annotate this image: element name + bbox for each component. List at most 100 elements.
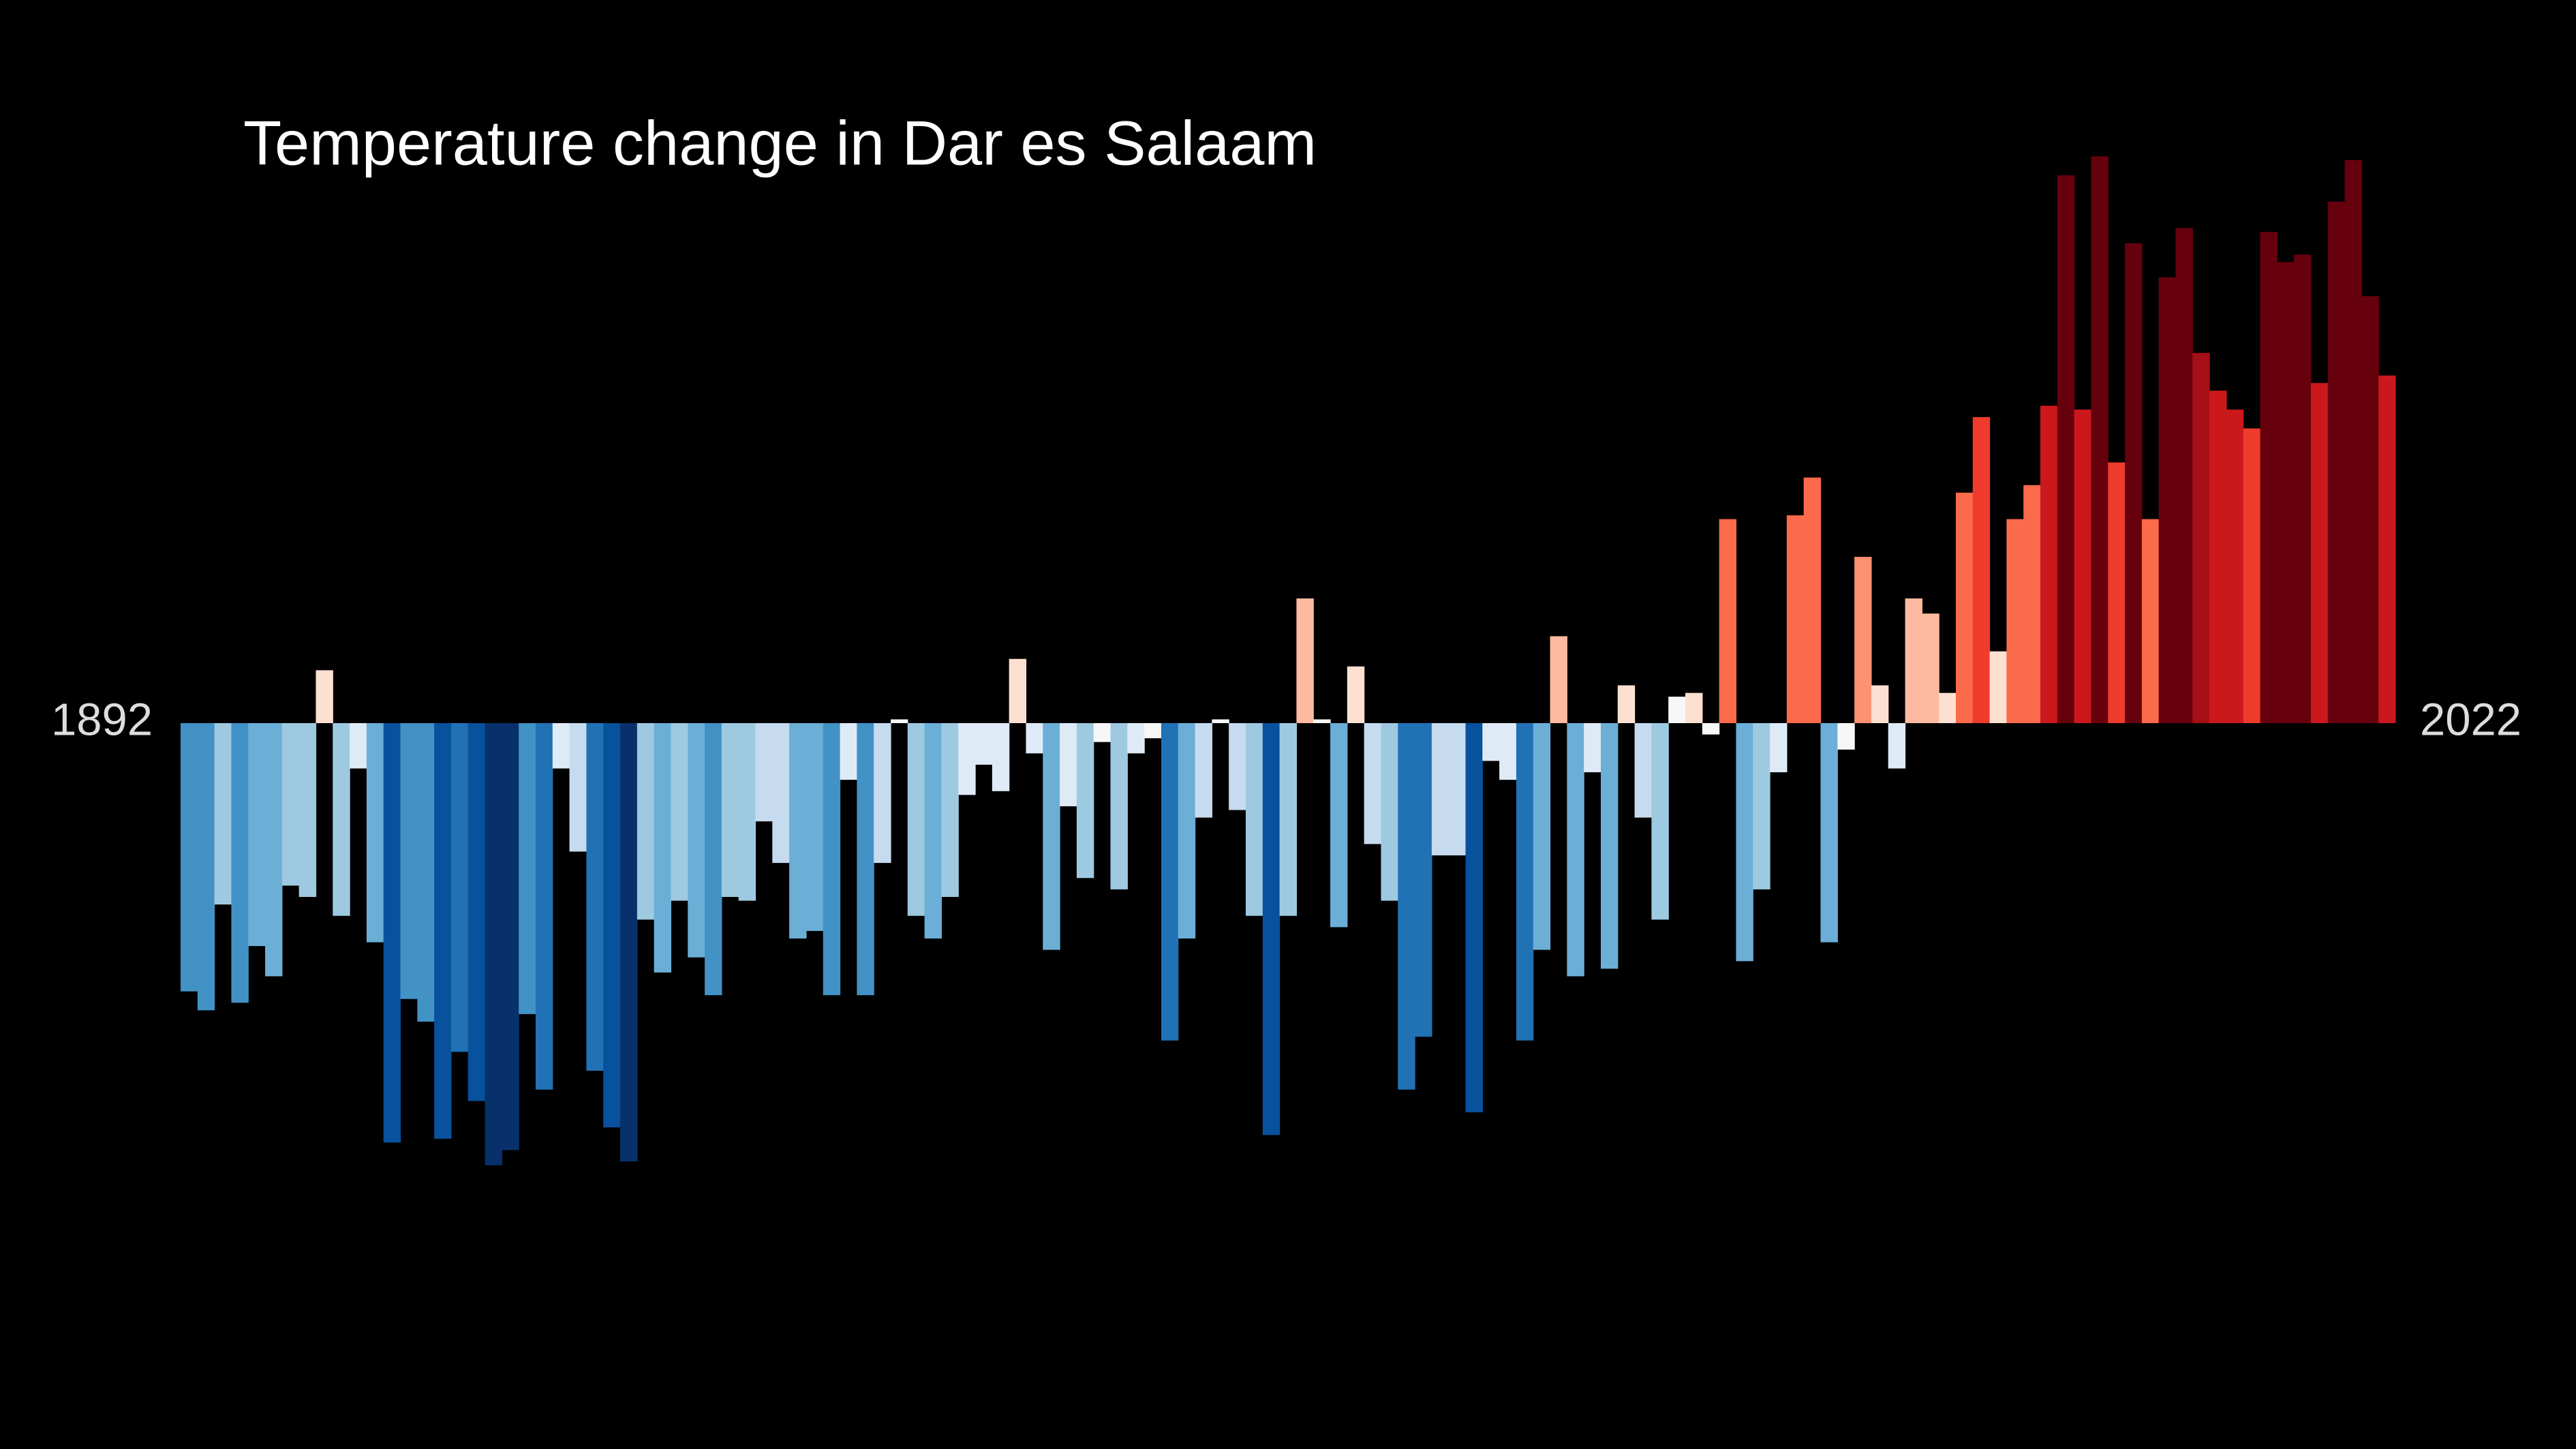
bar — [366, 723, 384, 943]
bar — [197, 723, 215, 1011]
bar — [1989, 651, 2007, 723]
bar — [1076, 723, 1094, 879]
bar — [2074, 409, 2092, 723]
bar — [671, 723, 688, 901]
bar — [1296, 598, 1314, 723]
bar — [738, 723, 756, 901]
bar — [1381, 723, 1398, 901]
bar — [1634, 723, 1652, 818]
bar — [1127, 723, 1145, 754]
bar — [1955, 492, 1974, 723]
bar — [1939, 692, 1957, 723]
bar — [1685, 692, 1703, 723]
bar — [2243, 428, 2261, 723]
bar — [1043, 723, 1060, 950]
bar — [1668, 697, 1686, 723]
bar — [1651, 723, 1669, 920]
bar — [519, 723, 536, 1014]
bar — [214, 723, 232, 905]
bar — [2141, 519, 2160, 723]
bar — [1871, 685, 1889, 723]
bar — [502, 723, 519, 1150]
bar — [1262, 723, 1281, 1135]
bar — [1584, 723, 1601, 773]
bar — [248, 723, 266, 947]
bar — [265, 723, 283, 977]
bar — [840, 723, 857, 780]
x-tick-label: 2022 — [2420, 695, 2521, 746]
bar — [2125, 243, 2143, 724]
bar — [1161, 723, 1179, 1041]
x-tick-label: 1892 — [51, 695, 153, 746]
bar — [569, 723, 587, 852]
bar — [1212, 719, 1229, 723]
bar — [721, 723, 739, 898]
bar — [400, 723, 418, 999]
bar — [1770, 723, 1788, 773]
bar — [1803, 477, 1822, 723]
bar — [1550, 636, 1567, 723]
bar — [1482, 723, 1500, 761]
bar — [941, 723, 959, 898]
bar — [2226, 409, 2244, 723]
bar — [1905, 598, 1922, 723]
bar — [281, 723, 300, 886]
bar — [958, 723, 976, 795]
bar — [1922, 613, 1939, 723]
bar — [552, 723, 570, 769]
bar — [1617, 685, 1636, 723]
bar — [1600, 723, 1619, 969]
bar — [2294, 254, 2312, 723]
bar — [231, 723, 249, 1003]
bar — [1820, 723, 1838, 943]
bar — [2192, 352, 2210, 723]
bar — [1026, 723, 1043, 754]
bar — [1398, 723, 1415, 1090]
bar — [637, 723, 655, 920]
bar — [1229, 723, 1246, 810]
bar — [1110, 723, 1128, 889]
bar — [350, 723, 367, 769]
bar — [1431, 723, 1450, 856]
bar — [857, 723, 874, 996]
bar — [1093, 723, 1111, 742]
bar — [2108, 462, 2126, 723]
bar — [1195, 723, 1212, 818]
bar — [1060, 723, 1077, 806]
bar — [1415, 723, 1432, 1037]
bar — [1313, 719, 1331, 723]
bar — [586, 723, 604, 1071]
bar — [1499, 723, 1517, 780]
bar — [1972, 416, 1991, 723]
bar — [2310, 383, 2329, 723]
bar — [1854, 557, 1872, 723]
bar — [2057, 175, 2075, 723]
bar — [1330, 723, 1348, 928]
bar — [975, 723, 993, 765]
bar — [535, 723, 553, 1090]
bar — [2091, 156, 2109, 723]
bar — [417, 723, 435, 1022]
bar — [1837, 723, 1855, 750]
bar — [2040, 406, 2058, 723]
bar — [1719, 519, 1737, 723]
bar — [1245, 723, 1263, 916]
bar — [298, 723, 317, 898]
bar — [1786, 515, 1805, 723]
bar — [1279, 723, 1298, 916]
bar — [755, 723, 773, 822]
bar — [654, 723, 672, 973]
bar — [181, 723, 198, 992]
bar — [1364, 723, 1382, 844]
bar — [1753, 723, 1770, 889]
bar — [1533, 723, 1551, 950]
bar — [603, 723, 621, 1128]
bar — [1465, 723, 1483, 1113]
bar — [2344, 159, 2362, 723]
bar — [620, 723, 638, 1162]
bar — [806, 723, 824, 931]
bar — [333, 723, 350, 916]
bar — [2023, 485, 2041, 723]
bar — [2361, 296, 2379, 723]
